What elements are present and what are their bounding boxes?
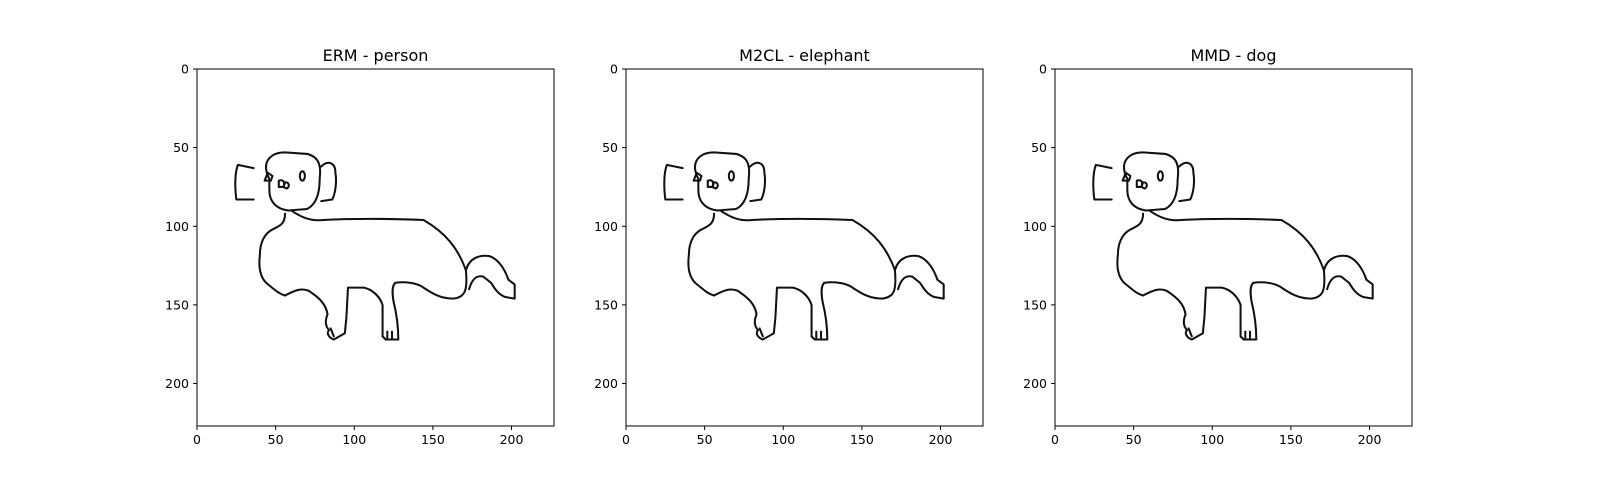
y-tick-label: 200 <box>165 376 189 391</box>
x-tick-label: 200 <box>1358 432 1382 447</box>
y-tick-label: 150 <box>594 297 618 312</box>
x-tick-label: 50 <box>268 432 284 447</box>
axes-frame <box>1054 68 1413 427</box>
axes-frame <box>625 68 984 427</box>
x-tick-label: 0 <box>622 432 630 447</box>
x-tick-label: 150 <box>850 432 874 447</box>
x-tick-label: 200 <box>929 432 953 447</box>
y-tick-label: 50 <box>1031 140 1047 155</box>
subplot-title: MMD - dog <box>1191 46 1277 65</box>
y-tick-label: 50 <box>173 140 189 155</box>
y-tick-label: 100 <box>594 219 618 234</box>
x-tick-label: 100 <box>1200 432 1224 447</box>
subplot-title: M2CL - elephant <box>739 46 870 65</box>
x-tick-label: 50 <box>697 432 713 447</box>
axes-frame <box>196 68 555 427</box>
x-tick-label: 0 <box>193 432 201 447</box>
subplot-3: MMD - dog 0 50 100 150 200 0 50 100 150 200 <box>1023 46 1413 447</box>
y-tick-label: 100 <box>165 219 189 234</box>
x-tick-label: 150 <box>421 432 445 447</box>
subplot-1: ERM - person 0 50 100 150 200 0 50 100 150 200 <box>165 46 555 447</box>
y-tick-label: 200 <box>1023 376 1047 391</box>
y-tick-label: 100 <box>1023 219 1047 234</box>
x-tick-label: 100 <box>342 432 366 447</box>
y-tick-label: 0 <box>181 62 189 77</box>
subplot-2: M2CL - elephant 0 50 100 150 200 0 50 100 150 200 <box>594 46 984 447</box>
x-tick-label: 200 <box>500 432 524 447</box>
y-tick-label: 150 <box>165 297 189 312</box>
y-tick-label: 50 <box>602 140 618 155</box>
x-tick-label: 150 <box>1279 432 1303 447</box>
x-tick-label: 0 <box>1051 432 1059 447</box>
y-tick-label: 150 <box>1023 297 1047 312</box>
x-tick-label: 100 <box>771 432 795 447</box>
x-tick-label: 50 <box>1126 432 1142 447</box>
y-tick-label: 200 <box>594 376 618 391</box>
y-tick-label: 0 <box>610 62 618 77</box>
y-tick-label: 0 <box>1039 62 1047 77</box>
subplot-title: ERM - person <box>323 46 429 65</box>
